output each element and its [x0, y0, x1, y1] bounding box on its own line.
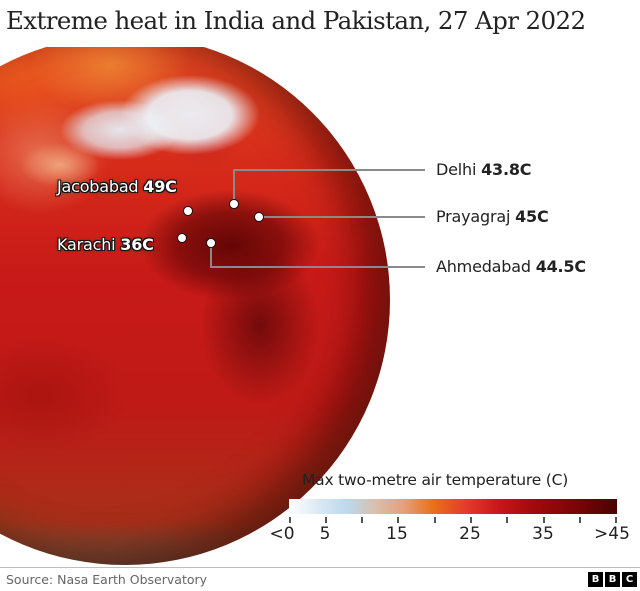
ahmedabad-name: Ahmedabad: [436, 257, 531, 276]
tick: [470, 517, 472, 523]
bbc-logo: B B C: [588, 572, 637, 587]
tick-label-25: 25: [459, 524, 481, 544]
delhi-leader-vertical: [233, 170, 235, 204]
legend-title: Max two-metre air temperature (C): [302, 471, 569, 489]
tick: [397, 517, 399, 523]
jacobabad-label: Jacobabad 49C: [57, 177, 177, 196]
ahmedabad-value: 44.5C: [535, 257, 586, 276]
bbc-logo-letter: B: [605, 572, 620, 587]
karachi-value: 36C: [120, 235, 154, 254]
globe-map: [0, 47, 640, 567]
tick-label-15: 15: [386, 524, 408, 544]
tick-label-35: 35: [532, 524, 554, 544]
prayagraj-marker: [253, 211, 264, 222]
tick: [615, 517, 617, 523]
delhi-name: Delhi: [436, 160, 477, 179]
prayagraj-value: 45C: [515, 207, 549, 226]
ahmedabad-leader-horizontal: [210, 266, 425, 268]
footer-divider: [0, 567, 640, 568]
karachi-name: Karachi: [57, 235, 116, 254]
bbc-logo-letter: B: [588, 572, 603, 587]
tick-label-gt45: >45: [594, 524, 630, 544]
jacobabad-marker: [182, 205, 193, 216]
tick: [325, 517, 327, 523]
tick: [506, 517, 508, 523]
karachi-label: Karachi 36C: [57, 235, 154, 254]
karachi-marker: [176, 232, 187, 243]
prayagraj-label: Prayagraj 45C: [436, 207, 549, 226]
delhi-value: 43.8C: [481, 160, 532, 179]
bbc-logo-letter: C: [622, 572, 637, 587]
tick: [579, 517, 581, 523]
ahmedabad-leader-vertical: [210, 243, 212, 268]
delhi-marker: [228, 198, 239, 209]
tick-label-5: 5: [319, 524, 331, 544]
prayagraj-name: Prayagraj: [436, 207, 511, 226]
jacobabad-value: 49C: [143, 177, 177, 196]
delhi-leader-horizontal: [233, 169, 425, 171]
tick: [543, 517, 545, 523]
prayagraj-leader: [258, 216, 425, 218]
tick-label-lt0: <0: [269, 524, 295, 544]
delhi-label: Delhi 43.8C: [436, 160, 532, 179]
source-credit: Source: Nasa Earth Observatory: [6, 572, 208, 587]
jacobabad-name: Jacobabad: [57, 177, 139, 196]
tick: [434, 517, 436, 523]
ahmedabad-marker: [205, 237, 216, 248]
ahmedabad-label: Ahmedabad 44.5C: [436, 257, 586, 276]
chart-title: Extreme heat in India and Pakistan, 27 A…: [6, 6, 586, 35]
tick: [289, 517, 291, 523]
tick: [361, 517, 363, 523]
temperature-colorbar: [289, 499, 617, 514]
